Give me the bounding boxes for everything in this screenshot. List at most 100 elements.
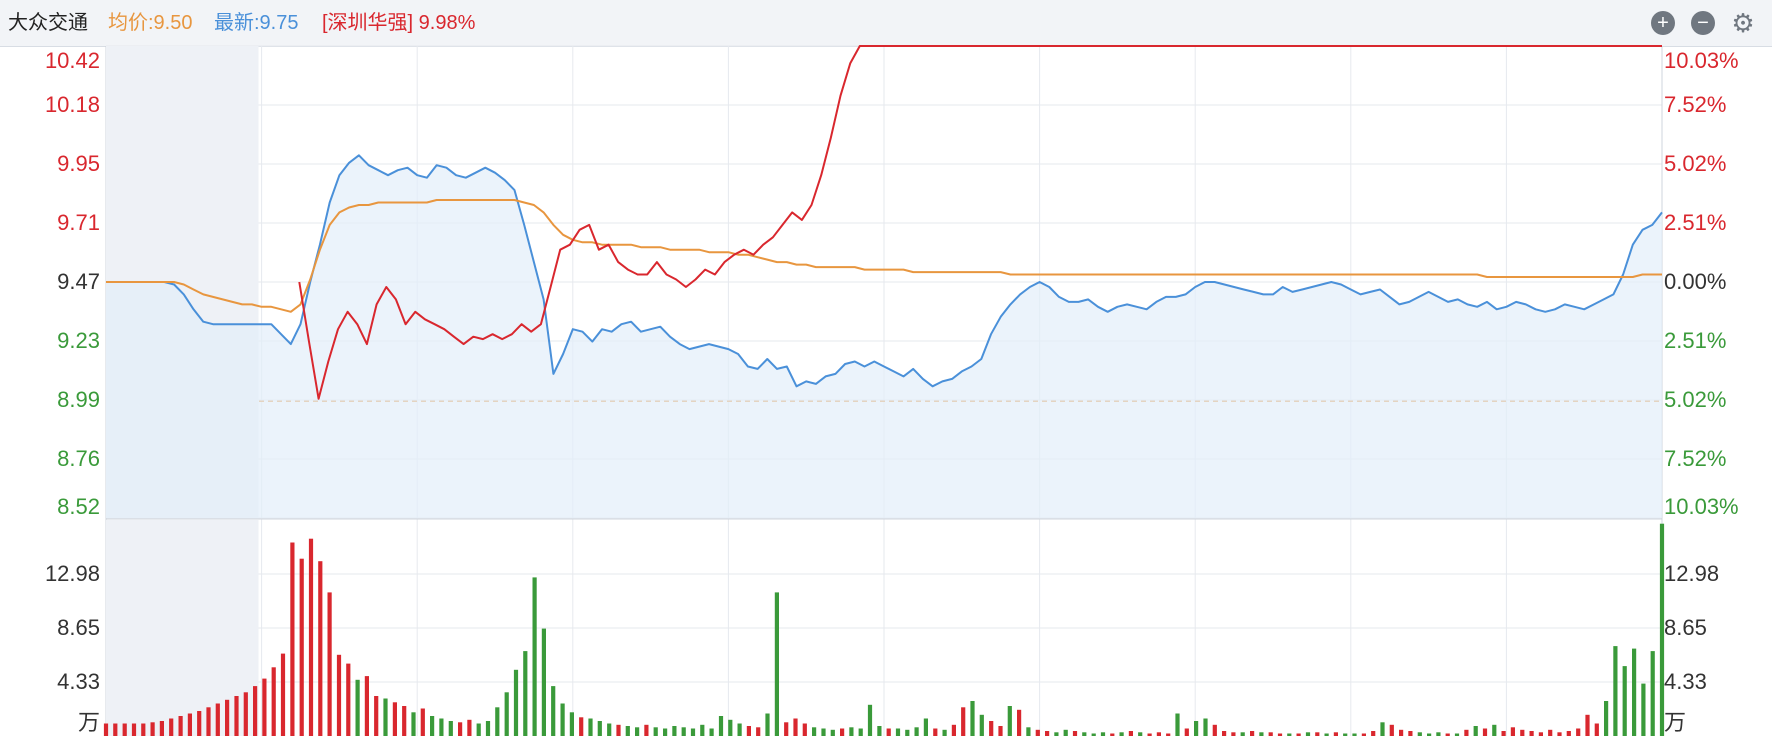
volume-bar <box>1585 714 1590 736</box>
volume-bar <box>579 717 584 736</box>
volume-bar <box>1417 732 1422 736</box>
volume-bar <box>197 711 202 736</box>
volume-bar <box>607 723 612 736</box>
price-tick-label: 8.99 <box>57 387 100 412</box>
volume-bar <box>1287 733 1292 736</box>
volume-bar <box>774 592 779 736</box>
volume-bar <box>290 542 295 736</box>
volume-bar <box>616 724 621 736</box>
volume-tick-label: 12.98 <box>1664 560 1720 586</box>
volume-bar <box>728 719 733 736</box>
volume-bar <box>700 724 705 736</box>
last-price-label: 最新:9.75 <box>214 12 299 34</box>
volume-bar <box>1259 732 1264 736</box>
volume-tick-label: 万 <box>77 710 100 735</box>
volume-bar <box>308 538 314 736</box>
percent-tick-label: 0.00% <box>1664 269 1727 294</box>
volume-bar <box>1296 733 1301 736</box>
volume-bar <box>1520 729 1525 736</box>
volume-bar <box>280 653 286 736</box>
volume-bar <box>411 712 416 736</box>
volume-bar <box>569 712 574 736</box>
volume-bar <box>877 726 882 736</box>
volume-bar <box>402 706 407 736</box>
volume-bar <box>327 592 332 736</box>
volume-bar <box>1343 733 1348 736</box>
volume-bar <box>840 728 845 736</box>
volume-bar <box>1231 732 1236 736</box>
volume-bar <box>895 728 901 736</box>
price-tick-label: 8.76 <box>57 446 100 471</box>
volume-bar <box>476 723 481 736</box>
volume-bar <box>225 699 230 736</box>
volume-bar <box>495 707 500 736</box>
volume-bar <box>1184 728 1189 736</box>
volume-bar <box>970 701 975 736</box>
price-tick-label: 10.42 <box>44 48 100 73</box>
volume-bar <box>392 702 397 736</box>
gear-icon[interactable]: ⚙ <box>1731 8 1755 38</box>
volume-bar <box>439 718 444 736</box>
volume-bar <box>215 703 220 736</box>
volume-bar <box>793 718 798 736</box>
volume-bar <box>458 722 463 736</box>
volume-bar <box>653 727 658 736</box>
volume-bar <box>1128 731 1133 736</box>
volume-bar <box>625 726 630 736</box>
minus-circle-icon[interactable]: − <box>1691 11 1715 35</box>
volume-bar <box>998 726 1003 736</box>
volume-bar <box>802 723 807 736</box>
average-price-line <box>106 199 1662 313</box>
volume-bar <box>1017 709 1022 736</box>
volume-bar <box>709 728 714 736</box>
volume-bar <box>644 724 649 736</box>
volume-bar <box>933 728 938 736</box>
volume-bar <box>1035 729 1040 736</box>
volume-bar <box>103 723 109 736</box>
volume-bar <box>187 713 192 736</box>
volume-bar <box>1026 727 1031 736</box>
volume-bar <box>1566 731 1571 736</box>
volume-bar <box>178 716 183 736</box>
volume-bar <box>1240 732 1245 736</box>
volume-bar <box>1473 726 1478 736</box>
volume-bar <box>1045 731 1050 736</box>
volume-bar <box>336 654 342 736</box>
volume-bar <box>1100 732 1106 736</box>
volume-bar <box>551 686 556 736</box>
stock-name: 大众交通 <box>8 12 88 34</box>
plus-circle-icon[interactable]: + <box>1651 11 1675 35</box>
pre-market-shade-volume <box>106 520 259 736</box>
price-tick-label: 9.95 <box>57 151 100 176</box>
percent-tick-label: 2.51% <box>1664 328 1727 353</box>
volume-bar <box>812 727 817 736</box>
volume-bar <box>1632 648 1637 736</box>
volume-bar <box>1305 732 1311 736</box>
volume-bar <box>169 718 174 736</box>
volume-bar <box>504 692 509 736</box>
price-lines <box>106 45 1663 519</box>
volume-bar <box>346 663 351 736</box>
volume-bar <box>923 718 928 736</box>
volume-bar <box>1576 728 1581 736</box>
volume-bar <box>1659 523 1665 736</box>
volume-bar <box>690 728 696 736</box>
volume-bar <box>1268 732 1273 736</box>
percent-tick-label: 10.03% <box>1664 494 1739 519</box>
volume-bar <box>1277 733 1283 736</box>
volume-bar <box>784 722 789 736</box>
volume-bar <box>541 628 546 736</box>
volume-bar <box>1604 701 1609 736</box>
volume-bar <box>961 707 966 736</box>
volume-bar <box>830 729 835 736</box>
percent-tick-label: 2.51% <box>1664 210 1727 235</box>
volume-bar <box>159 721 164 736</box>
volume-bar <box>1250 731 1255 736</box>
price-tick-label: 9.47 <box>57 269 100 294</box>
volume-bar <box>1175 713 1180 736</box>
volume-bar <box>1072 731 1078 736</box>
price-line <box>106 154 1663 388</box>
volume-bar <box>1063 729 1068 736</box>
volume-bar <box>1389 724 1394 736</box>
